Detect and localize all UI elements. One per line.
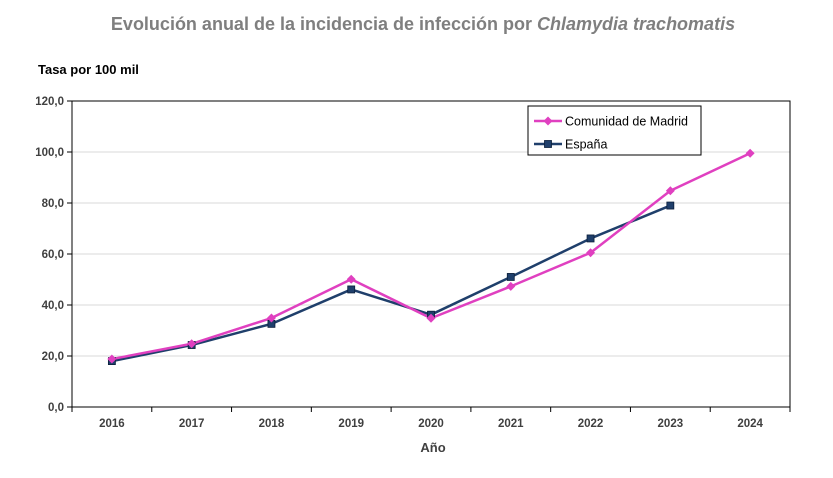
y-tick-label: 0,0 — [48, 402, 64, 414]
chart-title-italic: Chlamydia trachomatis — [537, 14, 735, 34]
legend-entry-label: Comunidad de Madrid — [565, 115, 688, 129]
x-axis-label: Año — [420, 440, 445, 455]
data-point-madrid — [346, 274, 356, 284]
y-tick-label: 120,0 — [35, 96, 64, 108]
data-point-madrid — [266, 313, 276, 323]
data-point-espana — [506, 273, 515, 281]
data-point-madrid — [506, 281, 516, 291]
x-ticks: 2016 2017 2018 2019 2020 2021 2022 2023 2024 — [71, 407, 791, 430]
x-tick-label: 2016 — [99, 418, 125, 430]
chart-title-main: Evolución anual de la incidencia de infe… — [111, 14, 537, 34]
chart-title: Evolución anual de la incidencia de infe… — [111, 14, 735, 34]
legend-swatch-marker — [543, 116, 553, 126]
x-tick-label: 2022 — [578, 418, 604, 430]
data-point-madrid — [426, 313, 436, 323]
y-tick-label: 80,0 — [42, 198, 64, 210]
y-tick-label: 60,0 — [42, 249, 64, 261]
data-point-madrid — [187, 339, 197, 349]
data-point-madrid — [665, 186, 675, 196]
x-tick-label: 2017 — [179, 418, 205, 430]
y-tick-label: 20,0 — [42, 351, 64, 363]
series-line-espana — [111, 204, 671, 363]
grid — [72, 151, 790, 357]
y-tick-label: 40,0 — [42, 300, 64, 312]
series-markers — [107, 148, 755, 366]
y-ticks: 0,0 20,0 40,0 60,0 80,0 100,0 120,0 — [35, 96, 72, 414]
x-tick-label: 2018 — [259, 418, 285, 430]
data-point-espana — [347, 285, 356, 294]
data-point-madrid — [586, 248, 596, 258]
x-tick-label: 2023 — [658, 418, 684, 430]
x-tick-label: 2020 — [418, 418, 444, 430]
legend-entry-label: España — [565, 138, 607, 152]
series-line-madrid — [111, 152, 751, 361]
x-tick-label: 2019 — [338, 418, 364, 430]
x-tick-label: 2021 — [498, 418, 524, 430]
data-point-espana — [586, 234, 595, 243]
legend-box — [527, 105, 702, 156]
legend-swatch-marker — [544, 140, 552, 148]
legend-items: Comunidad de Madrid España — [534, 115, 688, 152]
x-tick-label: 2024 — [737, 418, 763, 430]
series-lines — [111, 152, 751, 363]
y-axis-label: Tasa por 100 mil — [38, 62, 139, 77]
data-point-madrid — [745, 148, 755, 158]
data-point-madrid — [107, 354, 117, 364]
legend: Comunidad de Madrid España — [527, 105, 702, 156]
y-tick-label: 100,0 — [35, 147, 64, 159]
data-point-espana — [666, 201, 675, 210]
